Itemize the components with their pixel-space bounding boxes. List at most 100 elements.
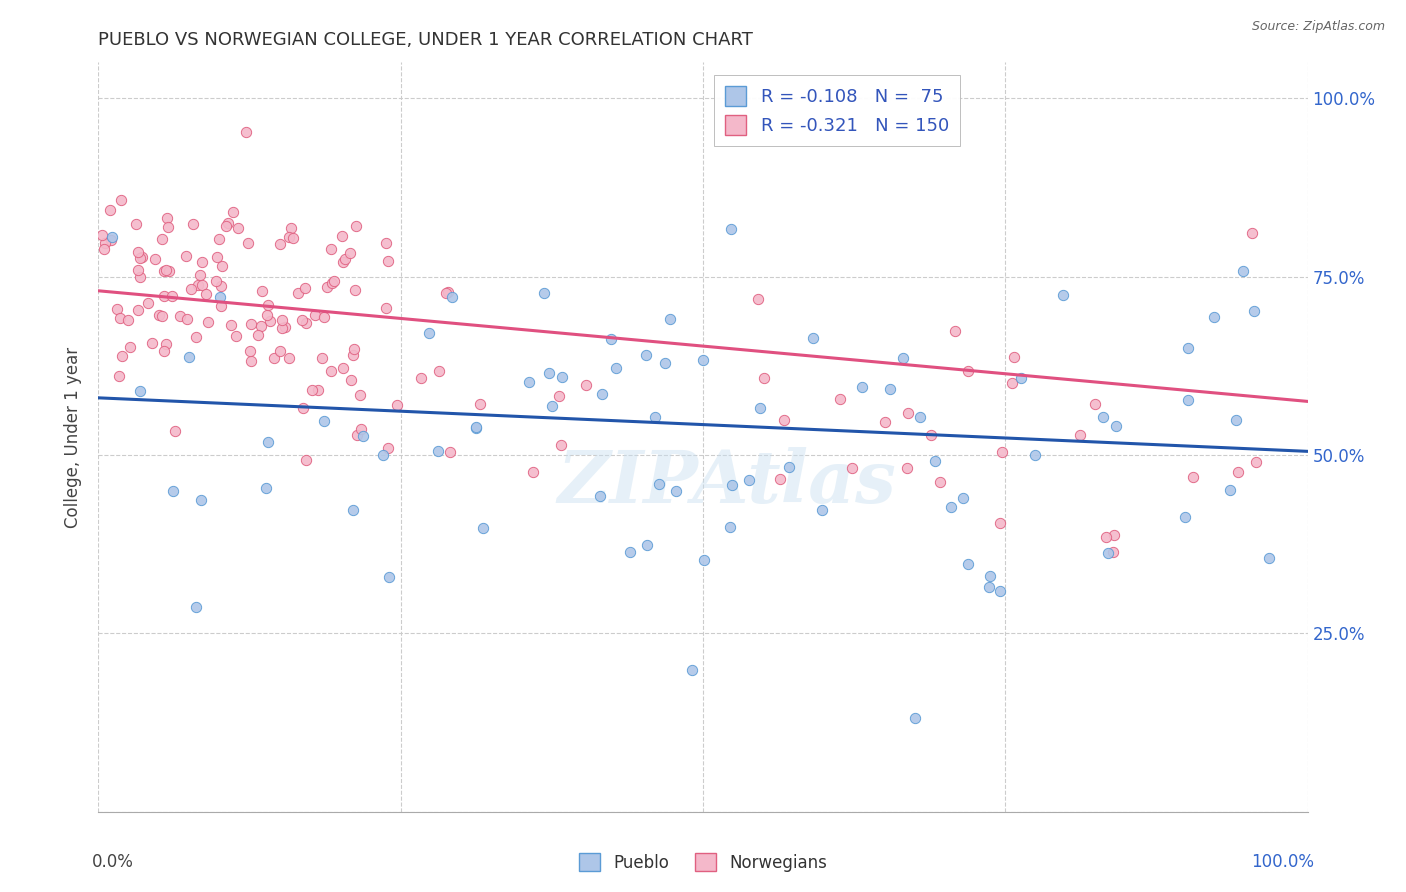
Point bbox=[312, 310, 335, 325]
Point bbox=[295, 317, 318, 331]
Point bbox=[1084, 397, 1107, 411]
Point bbox=[945, 324, 967, 338]
Point bbox=[875, 415, 897, 429]
Point bbox=[841, 461, 863, 475]
Point bbox=[239, 317, 262, 331]
Point bbox=[136, 296, 159, 310]
Point bbox=[127, 302, 149, 317]
Point bbox=[129, 270, 152, 285]
Point bbox=[977, 581, 1000, 595]
Point bbox=[349, 388, 371, 402]
Point bbox=[465, 419, 488, 434]
Point bbox=[111, 349, 134, 363]
Point bbox=[436, 286, 458, 301]
Point bbox=[665, 483, 688, 498]
Point bbox=[439, 444, 461, 458]
Point bbox=[249, 318, 271, 333]
Point bbox=[908, 409, 931, 424]
Point bbox=[162, 484, 184, 499]
Point bbox=[226, 221, 249, 235]
Point bbox=[120, 340, 142, 354]
Point bbox=[205, 274, 228, 288]
Point bbox=[157, 220, 180, 235]
Point bbox=[1232, 264, 1254, 278]
Point bbox=[1104, 528, 1126, 542]
Point bbox=[471, 521, 494, 535]
Point bbox=[737, 474, 759, 488]
Point bbox=[100, 234, 122, 248]
Point bbox=[311, 351, 333, 365]
Point bbox=[988, 516, 1011, 531]
Point bbox=[263, 351, 285, 365]
Point bbox=[924, 454, 946, 468]
Point bbox=[636, 348, 658, 362]
Point bbox=[153, 344, 176, 359]
Point bbox=[990, 445, 1012, 459]
Point bbox=[211, 259, 233, 273]
Point bbox=[437, 285, 460, 299]
Point bbox=[294, 453, 316, 467]
Point bbox=[174, 249, 197, 263]
Point bbox=[304, 309, 326, 323]
Point bbox=[1092, 410, 1115, 425]
Point bbox=[209, 299, 232, 313]
Point bbox=[1001, 376, 1024, 391]
Point bbox=[591, 386, 613, 401]
Point bbox=[550, 438, 572, 452]
Point bbox=[920, 427, 942, 442]
Point bbox=[1105, 419, 1128, 434]
Point bbox=[659, 312, 682, 326]
Point bbox=[988, 583, 1011, 598]
Point bbox=[157, 264, 180, 278]
Point bbox=[377, 441, 399, 455]
Point bbox=[209, 278, 232, 293]
Point bbox=[346, 428, 368, 442]
Point bbox=[91, 228, 114, 243]
Point bbox=[600, 332, 623, 346]
Point bbox=[1002, 351, 1025, 365]
Point bbox=[681, 663, 703, 677]
Point bbox=[350, 422, 373, 436]
Point bbox=[208, 232, 231, 246]
Point bbox=[117, 313, 139, 327]
Point bbox=[316, 280, 339, 294]
Point bbox=[533, 285, 555, 300]
Point bbox=[184, 330, 207, 344]
Y-axis label: College, Under 1 year: College, Under 1 year bbox=[65, 346, 83, 528]
Point bbox=[811, 502, 834, 516]
Point bbox=[294, 281, 316, 295]
Point bbox=[1243, 303, 1265, 318]
Point bbox=[896, 461, 918, 475]
Point bbox=[551, 369, 574, 384]
Point bbox=[342, 503, 364, 517]
Point bbox=[257, 434, 280, 449]
Point bbox=[720, 222, 742, 236]
Point bbox=[517, 375, 540, 389]
Text: 100.0%: 100.0% bbox=[1250, 853, 1313, 871]
Point bbox=[222, 204, 245, 219]
Point bbox=[110, 193, 132, 207]
Point bbox=[125, 217, 148, 231]
Point bbox=[752, 370, 775, 384]
Point bbox=[692, 352, 714, 367]
Point bbox=[330, 228, 353, 243]
Point bbox=[301, 383, 323, 397]
Point bbox=[540, 399, 562, 413]
Point bbox=[281, 231, 304, 245]
Point bbox=[904, 711, 927, 725]
Point bbox=[343, 342, 366, 356]
Point bbox=[148, 308, 170, 322]
Point bbox=[181, 217, 204, 231]
Point bbox=[342, 348, 364, 362]
Point bbox=[1024, 448, 1046, 462]
Point bbox=[271, 313, 294, 327]
Point bbox=[105, 301, 128, 316]
Point bbox=[375, 235, 398, 250]
Point bbox=[426, 443, 449, 458]
Point bbox=[332, 254, 354, 268]
Point bbox=[93, 235, 115, 250]
Point bbox=[1102, 545, 1125, 559]
Point bbox=[101, 230, 124, 244]
Point bbox=[1244, 455, 1267, 469]
Point bbox=[1225, 413, 1247, 427]
